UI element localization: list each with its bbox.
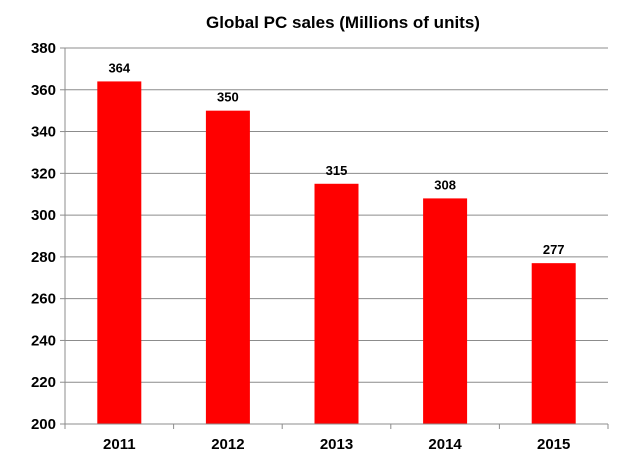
bar-2015 [531, 263, 576, 424]
data-label-2014: 308 [434, 177, 456, 192]
x-tick-label-2013: 2013 [320, 436, 353, 453]
y-tick-label-300: 300 [31, 207, 56, 224]
y-axis: 200 220 240 260 280 300 320 340 360 380 [31, 40, 66, 433]
data-label-2015: 277 [543, 242, 565, 257]
data-labels: 364 350 315 308 277 [108, 60, 564, 257]
bar-2011 [97, 81, 142, 424]
bar-2012 [205, 110, 250, 425]
y-tick-label-320: 320 [31, 165, 56, 182]
bars [97, 81, 576, 425]
bar-2013 [314, 183, 359, 424]
y-tick-label-380: 380 [31, 40, 56, 57]
data-label-2011: 364 [108, 60, 130, 75]
data-label-2012: 350 [217, 90, 239, 105]
y-tick-label-260: 260 [31, 291, 56, 308]
x-tick-label-2011: 2011 [103, 436, 136, 453]
y-tick-label-200: 200 [31, 416, 56, 433]
y-tick-label-220: 220 [31, 374, 56, 391]
x-axis: 2011 2012 2013 2014 2015 [64, 423, 609, 453]
y-tick-label-240: 240 [31, 332, 56, 349]
y-tick-label-280: 280 [31, 249, 56, 266]
bar-2014 [423, 198, 468, 424]
data-label-2013: 315 [326, 163, 348, 178]
y-tick-label-360: 360 [31, 82, 56, 99]
x-tick-label-2014: 2014 [428, 436, 462, 453]
chart-title: Global PC sales (Millions of units) [206, 13, 480, 32]
y-tick-label-340: 340 [31, 124, 56, 141]
x-tick-label-2015: 2015 [537, 436, 570, 453]
x-tick-label-2012: 2012 [211, 436, 244, 453]
